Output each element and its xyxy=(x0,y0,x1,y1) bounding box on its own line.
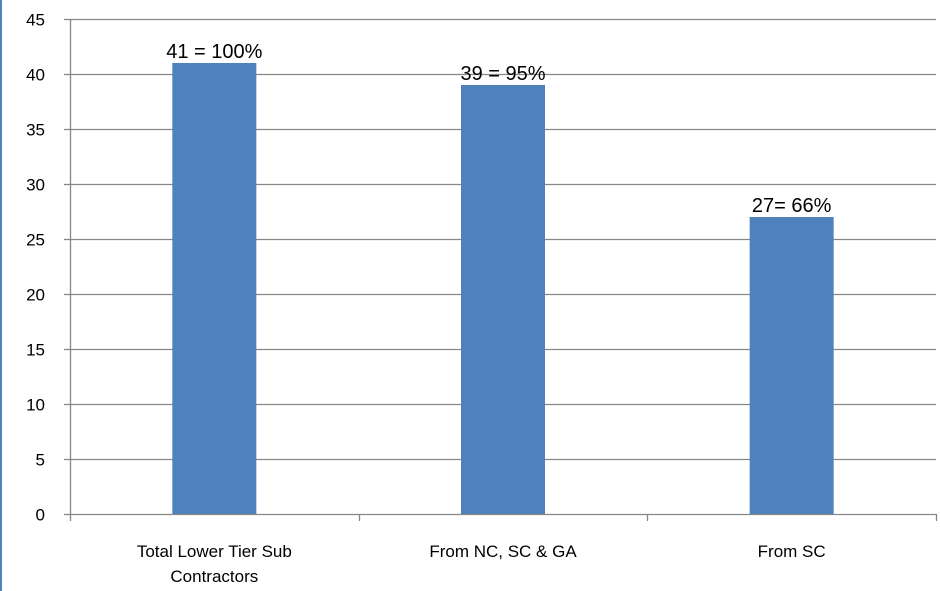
y-tick-label: 45 xyxy=(26,11,45,30)
x-axis-labels: Total Lower Tier Sub Contractors From NC, … xyxy=(137,542,826,586)
y-axis-ticks: 0 5 10 15 20 25 30 35 40 45 xyxy=(26,11,70,525)
category-label: From NC, SC & GA xyxy=(429,542,577,561)
y-tick-label: 10 xyxy=(26,396,45,415)
axes xyxy=(69,19,938,521)
category-label: From SC xyxy=(758,542,826,561)
y-tick-label: 15 xyxy=(26,341,45,360)
data-label: 39 = 95% xyxy=(460,63,545,85)
y-tick-label: 25 xyxy=(26,231,45,250)
data-label: 27= 66% xyxy=(752,195,832,217)
bar xyxy=(172,63,257,514)
data-label: 41 = 100% xyxy=(166,41,262,63)
y-tick-label: 30 xyxy=(26,176,45,195)
y-tick-label: 35 xyxy=(26,121,45,140)
category-label: Total Lower Tier Sub xyxy=(137,542,292,561)
bar xyxy=(461,85,545,514)
bars xyxy=(172,63,834,514)
bar xyxy=(749,217,834,514)
y-tick-label: 40 xyxy=(26,66,45,85)
y-tick-label: 5 xyxy=(36,451,45,470)
frame-edge xyxy=(0,0,2,591)
y-tick-label: 0 xyxy=(36,506,45,525)
category-label: Contractors xyxy=(170,567,258,586)
y-tick-label: 20 xyxy=(26,286,45,305)
data-labels: 41 = 100% 39 = 95% 27= 66% xyxy=(166,41,831,217)
